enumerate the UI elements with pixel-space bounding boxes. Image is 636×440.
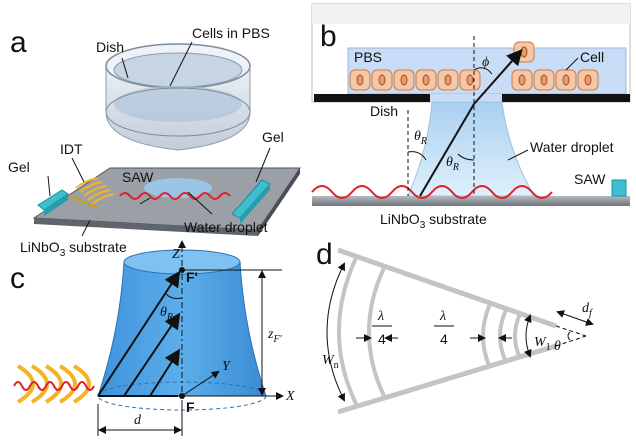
panel-c-letter: c xyxy=(10,262,25,295)
label-four-left: 4 xyxy=(378,331,386,347)
label-x-axis: X xyxy=(285,389,295,404)
label-theta-d: θ xyxy=(554,339,561,354)
electrode-inner-1 xyxy=(481,303,492,369)
wedge-tip-bottom xyxy=(555,335,587,347)
panel-c: c xyxy=(10,240,295,436)
cell xyxy=(533,69,555,91)
cell xyxy=(459,69,481,91)
electrode-outer-2 xyxy=(367,267,386,397)
label-theta-r-2: θR xyxy=(446,155,459,173)
panel-d-letter: d xyxy=(316,238,333,271)
label-four-right: 4 xyxy=(440,331,448,347)
substrate-plate-side xyxy=(258,168,300,236)
cell-floating xyxy=(513,41,535,63)
panel-a-letter: a xyxy=(10,26,27,59)
angle-arc-1 xyxy=(407,151,427,161)
petri-dish xyxy=(105,43,251,151)
df-dimension xyxy=(556,310,594,326)
cell xyxy=(577,69,599,91)
label-gel-right: Gel xyxy=(262,129,284,145)
label-phi: ϕ xyxy=(482,55,489,70)
ray-2 xyxy=(473,49,523,105)
droplet-leader-b xyxy=(507,149,529,161)
saw-wave-c xyxy=(13,381,95,391)
label-theta-r-1: θR xyxy=(414,129,427,147)
substrate-b xyxy=(312,196,630,206)
panel-a-leaders xyxy=(47,41,271,237)
dish-rim xyxy=(312,4,630,24)
label-lambda-left: λ xyxy=(377,309,384,324)
angle-arc-2 xyxy=(457,153,475,161)
electrode-outer-1 xyxy=(337,257,358,405)
label-theta-r-c: θR xyxy=(160,305,173,323)
cell xyxy=(511,69,533,91)
wedge-tip-top xyxy=(555,325,587,337)
cell xyxy=(349,69,371,91)
panel-b-letter: b xyxy=(320,20,337,53)
label-lambda-right: λ xyxy=(439,309,446,324)
gel-b xyxy=(611,179,627,197)
label-water-droplet-b: Water droplet xyxy=(530,139,614,155)
w1-dimension xyxy=(524,314,532,358)
label-z-axis: Z xyxy=(172,247,180,262)
panel-d: d λ 4 λ 4 Wn W1 θ df xyxy=(316,238,594,415)
label-f: F xyxy=(186,399,195,415)
saw-wave-a xyxy=(119,192,231,200)
angle-arc-c xyxy=(165,293,183,299)
label-zf: zF' xyxy=(267,327,283,345)
water-droplet-b xyxy=(407,101,535,197)
label-wn: Wn xyxy=(322,353,339,371)
panel-a: a xyxy=(8,25,301,259)
label-dish-b: Dish xyxy=(370,103,398,119)
dish-floor-window xyxy=(430,94,502,102)
label-w1: W1 xyxy=(534,335,551,353)
cell xyxy=(393,69,415,91)
angle-arc-phi xyxy=(473,67,493,75)
label-dish-a: Dish xyxy=(96,39,124,55)
electrode-inner-3 xyxy=(513,313,522,359)
label-water-droplet-a: Water droplet xyxy=(184,219,268,235)
panel-b: b PBS Cell Dish xyxy=(311,3,631,231)
label-gel-left: Gel xyxy=(8,159,30,175)
label-pbs: PBS xyxy=(354,49,382,65)
substrate-plate-edge xyxy=(34,218,258,236)
cell xyxy=(415,69,437,91)
theta-arc xyxy=(567,331,571,341)
label-saw-a: SAW xyxy=(122,169,154,185)
wn-dimension xyxy=(326,262,345,402)
ray-1 xyxy=(419,103,475,197)
label-substrate-b: LiNbO3 substrate xyxy=(380,211,487,231)
cell xyxy=(437,69,459,91)
y-axis xyxy=(181,370,220,397)
focal-point-f xyxy=(179,393,185,399)
idt-electrodes xyxy=(69,177,115,209)
saw-wave-b xyxy=(311,185,553,199)
label-cell: Cell xyxy=(580,49,604,65)
label-cells-in-pbs: Cells in PBS xyxy=(192,25,270,41)
water-droplet-a xyxy=(144,178,212,198)
gel-left-side xyxy=(44,194,68,216)
label-d: d xyxy=(134,413,142,428)
label-df: df xyxy=(582,301,593,319)
dish-floor-right xyxy=(502,94,630,102)
wedge-top xyxy=(337,247,557,329)
gel-right-side xyxy=(240,184,270,224)
label-idt: IDT xyxy=(60,141,83,157)
cell xyxy=(555,69,577,91)
rays-c xyxy=(97,270,181,397)
cell-leader xyxy=(565,57,579,71)
label-substrate-a: LiNbO3 substrate xyxy=(20,239,127,259)
label-y-axis: Y xyxy=(222,359,232,374)
cell xyxy=(371,69,393,91)
dish-floor-left xyxy=(314,94,430,102)
label-saw-b: SAW xyxy=(574,171,606,187)
idt-arcs-c xyxy=(16,364,91,404)
label-f-prime: F' xyxy=(186,269,198,285)
electrode-inner-2 xyxy=(498,309,508,363)
